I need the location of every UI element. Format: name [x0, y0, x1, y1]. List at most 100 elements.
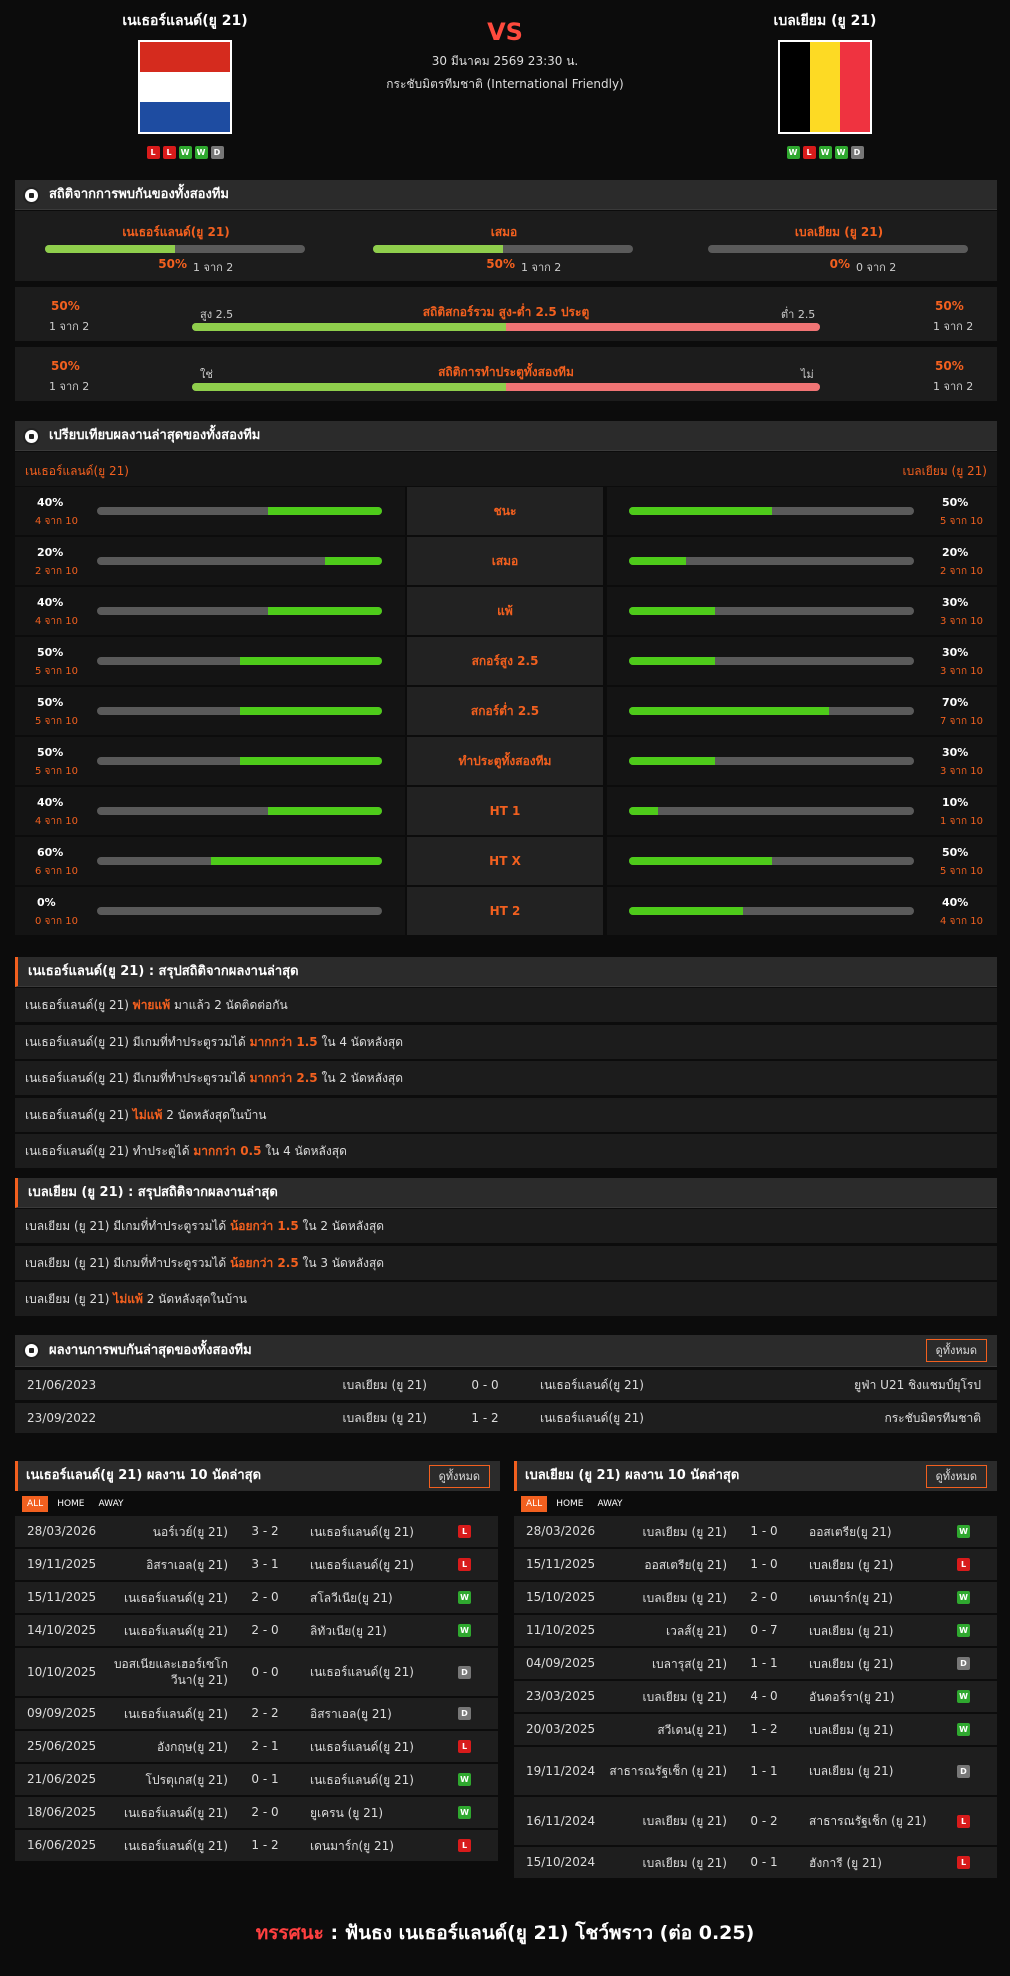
last10-row: 21/06/2025 โปรตุเกส(ยู 21) 0 - 1 เนเธอร์แลน…	[15, 1764, 498, 1795]
summary-text: เนเธอร์แลนด์(ยู 21) ทำประตูได้	[25, 1144, 190, 1158]
last10-away: เนเธอร์แลนด์(ยู 21)	[310, 1665, 414, 1679]
compare-home-sub: 4 จาก 10	[35, 816, 78, 827]
compare-away-sub: 4 จาก 10	[940, 916, 983, 927]
last10-row: 28/03/2026 เบลเยียม (ยู 21) 1 - 0 ออสเตรีย(…	[514, 1516, 997, 1547]
match-date: 30 มีนาคม 2569 23:30 น.	[431, 54, 579, 68]
summary-text: เนเธอร์แลนด์(ยู 21) มีเกมที่ทำประตูรวมได…	[25, 1034, 246, 1049]
compare-away-sub: 7 จาก 10	[940, 716, 983, 727]
last10-score: 2 - 2	[251, 1706, 279, 1720]
last10-date: 15/10/2024	[526, 1855, 596, 1869]
ou-right-label: ต่ำ 2.5	[781, 308, 816, 321]
h2h-result-competition: กระชับมิตรทีมชาติ	[884, 1411, 981, 1425]
compare-away-name: เบลเยียม (ยู 21)	[902, 464, 987, 478]
last10-tab-away[interactable]: AWAY	[98, 1499, 124, 1509]
compare-away-bar	[629, 657, 914, 665]
last10-row: 15/10/2024 เบลเยียม (ยู 21) 0 - 1 ฮังการี (…	[514, 1847, 997, 1878]
last10-away: ออสเตรีย(ยู 21)	[809, 1524, 892, 1539]
last10-tab-all[interactable]: ALL	[521, 1496, 548, 1512]
last10-home: เนเธอร์แลนด์(ยู 21)	[124, 1838, 228, 1853]
last10-tab-home[interactable]: HOME	[556, 1499, 584, 1509]
compare-row: 50% 5 จาก 10 ทำประตูทั้งสองทีม 30% 3 จาก 10	[15, 737, 997, 785]
compare-away-bar-fill	[629, 807, 658, 815]
last10-away: เนเธอร์แลนด์(ยู 21)	[310, 1557, 414, 1572]
summary-tail: ใน 2 นัดหลังสุด	[302, 1219, 385, 1233]
compare-home-bar	[97, 707, 382, 715]
btts-left-sub: 1 จาก 2	[49, 380, 90, 393]
summary-row: เนเธอร์แลนด์(ยู 21) มีเกมที่ทำประตูรวมได…	[15, 1061, 997, 1095]
summary-text: เนเธอร์แลนด์(ยู 21)	[25, 998, 129, 1012]
btts-right-sub: 1 จาก 2	[933, 380, 974, 393]
verdict-separator: :	[323, 1922, 345, 1944]
compare-home-cell: 50% 5 จาก 10	[15, 687, 405, 735]
summary-tail: ใน 3 นัดหลังสุด	[302, 1255, 385, 1270]
last10-home: เบลเยียม (ยู 21)	[642, 1689, 727, 1704]
last10-score: 4 - 0	[750, 1689, 778, 1703]
form-badge: W	[834, 146, 848, 159]
h2h-results-header: ผลงานการพบกันล่าสุดของทั้งสองทีม ดูทั้งห…	[15, 1335, 997, 1367]
last10-tab-home[interactable]: HOME	[57, 1499, 85, 1509]
compare-away-pct: 40%	[942, 896, 969, 909]
compare-away-bar-fill	[629, 507, 772, 515]
compare-home-bar-fill	[239, 707, 382, 715]
last10-date: 14/10/2025	[27, 1623, 97, 1637]
last10-date: 10/10/2025	[27, 1665, 97, 1679]
ou-left-pct: 50%	[51, 299, 80, 313]
h2h-view-all-button[interactable]: ดูทั้งหมด	[925, 1339, 987, 1362]
compare-home-bar-fill	[268, 507, 382, 515]
last10-date: 09/09/2025	[27, 1706, 97, 1720]
result-badge: D	[957, 1657, 970, 1670]
compare-home-bar	[97, 757, 382, 765]
away-last10-view-all-button[interactable]: ดูทั้งหมด	[925, 1465, 987, 1488]
netherlands-flag-icon	[138, 40, 232, 134]
last10-tab-away[interactable]: AWAY	[597, 1499, 623, 1509]
last10-score: 0 - 7	[750, 1623, 778, 1637]
summary-text: เบลเยียม (ยู 21) มีเกมที่ทำประตูรวมได้	[25, 1219, 227, 1233]
last10-row: 10/10/2025 บอสเนียและเฮอร์เซโกวีนา(ยู 21)…	[15, 1648, 498, 1696]
ou-title: สถิติสกอร์รวม สูง-ต่ำ 2.5 ประตู	[422, 305, 590, 319]
last10-score: 2 - 0	[251, 1623, 279, 1637]
last10-date: 11/10/2025	[526, 1623, 596, 1637]
h2h-result-away: เนเธอร์แลนด์(ยู 21)	[540, 1378, 644, 1392]
h2h-result-row: 21/06/2023 เบลเยียม (ยู 21) 0 - 0 เนเธอร์แล…	[15, 1370, 997, 1400]
home-last10-view-all-button[interactable]: ดูทั้งหมด	[428, 1465, 490, 1488]
over-under-panel: 50% 1 จาก 2 สูง 2.5 สถิติสกอร์รวม สูง-ต่…	[15, 287, 997, 341]
ou-left-label: สูง 2.5	[200, 308, 234, 321]
compare-home-bar	[97, 657, 382, 665]
result-badge: D	[458, 1707, 471, 1720]
last10-row: 23/03/2025 เบลเยียม (ยู 21) 4 - 0 อันดอร์รา…	[514, 1681, 997, 1712]
compare-away-bar-fill	[629, 707, 829, 715]
last10-date: 15/11/2025	[27, 1590, 97, 1604]
btts-left-label: ใช่	[200, 368, 213, 381]
compare-home-bar-fill	[211, 857, 382, 865]
compare-away-sub: 3 จาก 10	[940, 616, 983, 627]
btts-right-label: ไม่	[801, 368, 814, 381]
compare-label: เสมอ	[407, 537, 603, 585]
h2h-col-pct: 50%	[486, 257, 515, 271]
h2h-col-pct: 50%	[158, 257, 187, 271]
result-badge: W	[458, 1773, 471, 1786]
h2h-result-row: 23/09/2022 เบลเยียม (ยู 21) 1 - 2 เนเธอร์แล…	[15, 1403, 997, 1433]
result-badge: D	[957, 1764, 970, 1778]
home-summary-header: เนเธอร์แลนด์(ยู 21) : สรุปสถิติจากผลงานล…	[15, 957, 997, 987]
compare-row: 60% 6 จาก 10 HT X 50% 5 จาก 10	[15, 837, 997, 885]
compare-row: 0% 0 จาก 10 HT 2 40% 4 จาก 10	[15, 887, 997, 935]
soccer-ball-icon	[23, 428, 40, 445]
result-badge: W	[957, 1624, 970, 1637]
result-badge: L	[458, 1740, 471, 1753]
away-summary-title: เบลเยียม (ยู 21) : สรุปสถิติจากผลงานล่าส…	[28, 1185, 278, 1200]
last10-row: 15/11/2025 ออสเตรีย(ยู 21) 1 - 0 เบลเยียม (…	[514, 1549, 997, 1580]
verdict: ทรรศนะ : ฟันธง เนเธอร์แลนด์(ยู 21) โชว์พ…	[0, 1918, 1010, 1948]
form-badge: W	[194, 146, 208, 159]
h2h-result-score: 0 - 0	[471, 1378, 499, 1392]
last10-tab-all[interactable]: ALL	[22, 1496, 49, 1512]
compare-away-cell: 30% 3 จาก 10	[607, 737, 997, 785]
compare-home-cell: 50% 5 จาก 10	[15, 737, 405, 785]
h2h-col-bar-fill	[45, 245, 175, 253]
away-last10-header: เบลเยียม (ยู 21) ผลงาน 10 นัดล่าสุด ดูทั…	[514, 1461, 997, 1491]
compare-home-bar-fill	[239, 657, 382, 665]
ou-left-sub: 1 จาก 2	[49, 320, 90, 333]
h2h-col-bar-fill	[373, 245, 503, 253]
compare-away-pct: 30%	[942, 596, 969, 609]
